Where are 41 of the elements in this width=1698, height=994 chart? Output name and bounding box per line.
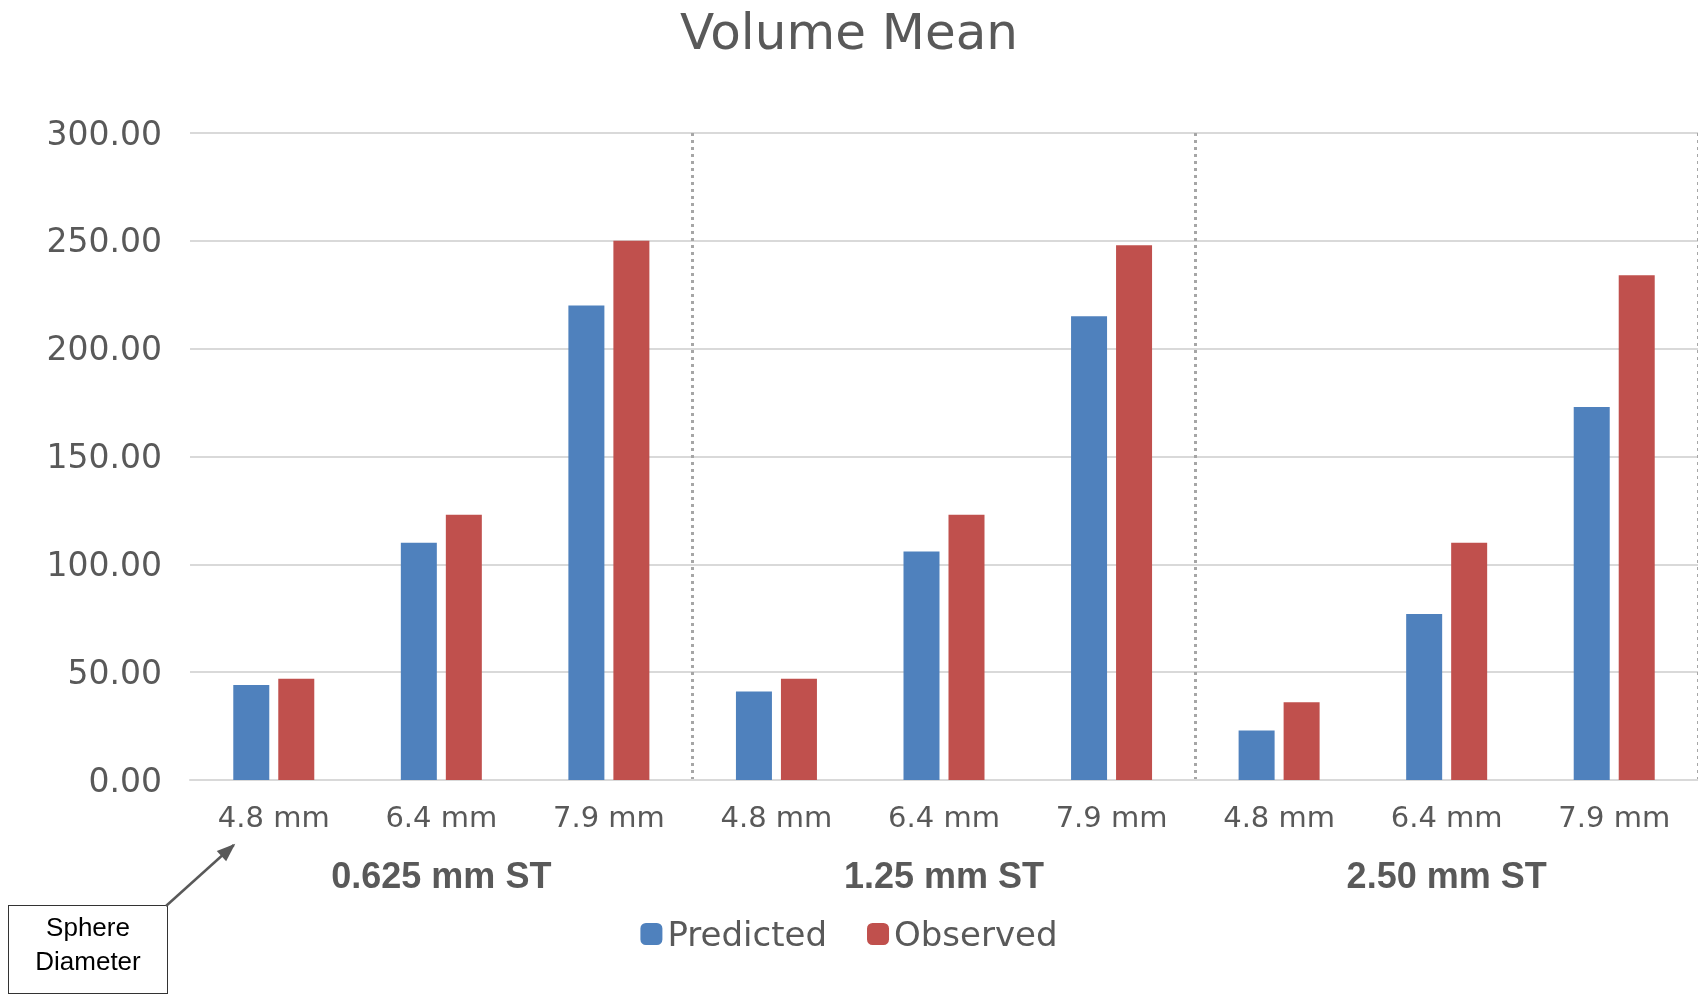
x-tick-label: 7.9 mm	[552, 799, 665, 834]
text: 0.625 mm ST	[331, 854, 552, 896]
x-tick-label: 7.9 mm	[1055, 799, 1168, 834]
bar	[1238, 730, 1275, 780]
y-tick-label: 100.00	[46, 544, 162, 584]
bar	[1283, 702, 1320, 780]
bar	[1618, 275, 1655, 780]
bar	[948, 514, 985, 780]
bar	[278, 678, 315, 780]
y-tick-label: 200.00	[46, 329, 162, 369]
x-tick-label: 7.9 mm	[1558, 799, 1671, 834]
bar	[780, 678, 817, 780]
chart-title: Volume Mean	[679, 3, 1019, 61]
y-tick-label: 250.00	[46, 221, 162, 261]
y-tick-label: 300.00	[46, 113, 162, 153]
legend-label: Predicted	[667, 914, 828, 954]
text: Sphere Diameter	[8, 905, 168, 994]
x-tick-label: 6.4 mm	[888, 799, 1000, 834]
bar	[1451, 542, 1488, 780]
bar	[568, 305, 605, 780]
y-tick-label: 50.00	[67, 652, 162, 692]
x-tick-label: 4.8 mm	[217, 799, 330, 834]
x-tick-label: 4.8 mm	[1223, 799, 1336, 834]
bar	[1071, 316, 1108, 780]
bar	[233, 685, 270, 780]
bar	[613, 240, 650, 780]
bar	[1116, 245, 1153, 780]
text: 1.25 mm ST	[843, 854, 1045, 896]
y-tick-label: 150.00	[46, 437, 162, 476]
bar	[1573, 406, 1610, 780]
text: 2.50 mm ST	[1346, 854, 1547, 896]
bar	[445, 514, 482, 780]
bar	[400, 542, 437, 780]
legend-label: Observed	[894, 914, 1058, 954]
bar	[735, 691, 772, 780]
y-tick-label: 0.00	[88, 760, 162, 800]
bar	[1406, 613, 1443, 780]
x-tick-label: 6.4 mm	[385, 799, 498, 834]
bar	[903, 551, 940, 780]
x-tick-label: 6.4 mm	[1390, 799, 1503, 834]
x-tick-label: 4.8 mm	[720, 799, 833, 834]
